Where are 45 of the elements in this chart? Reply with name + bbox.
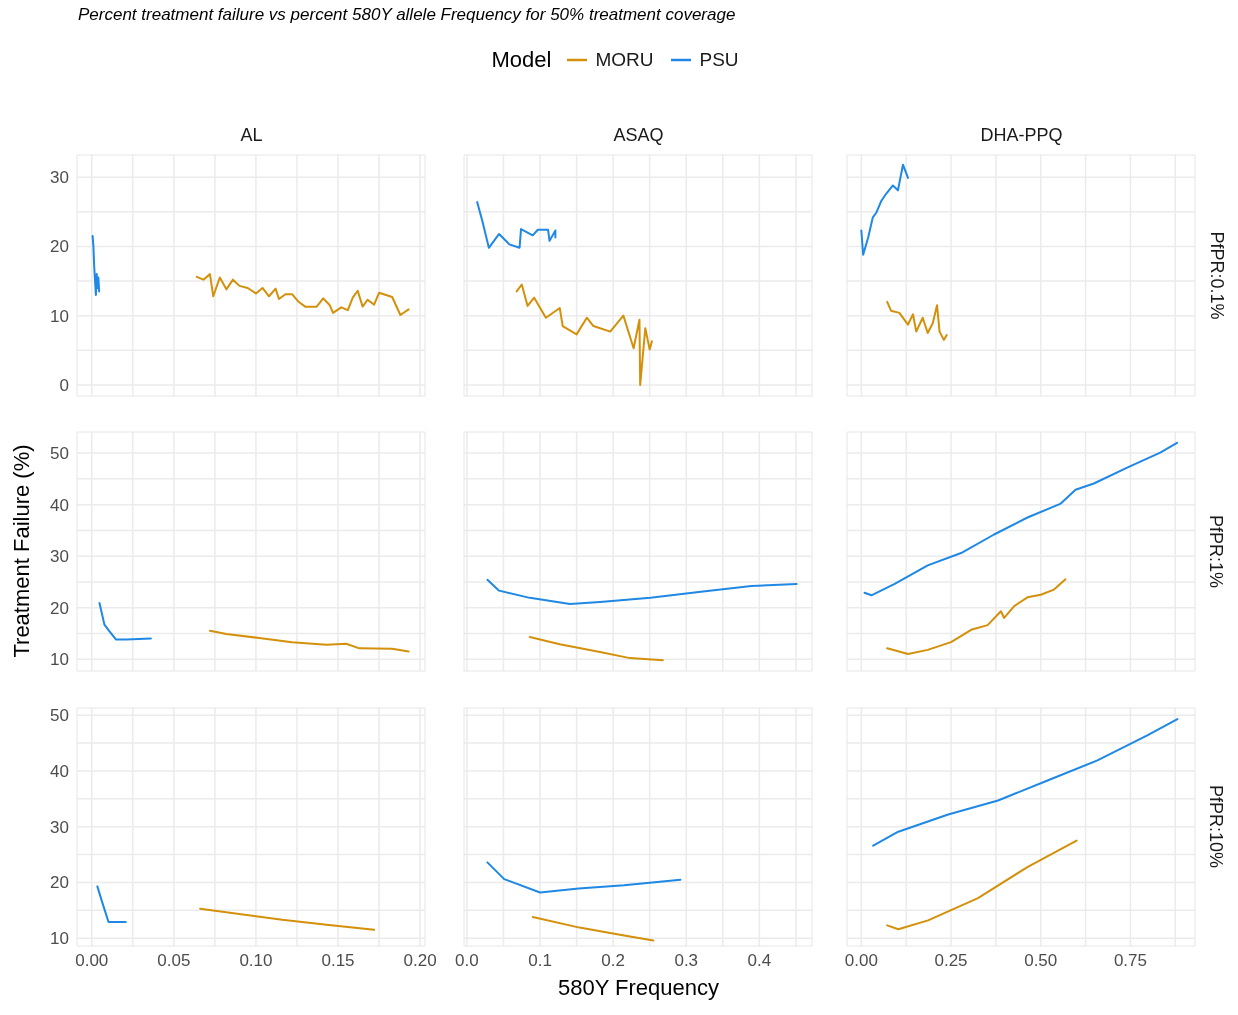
y-tick-label: 30 — [50, 168, 69, 188]
x-tick-label: 0.1 — [528, 951, 552, 971]
legend-label: MORU — [595, 49, 654, 70]
x-axis-title: 580Y Frequency — [557, 975, 720, 1000]
chart-subtitle: Percent treatment failure vs percent 580Y allele Frequency for 50% treatment coverage — [78, 5, 736, 24]
y-tick-label: 40 — [50, 495, 69, 515]
y-tick-label: 40 — [50, 762, 69, 782]
line-series — [195, 273, 410, 316]
legend-label: PSU — [699, 49, 739, 70]
y-tick-label: 20 — [50, 598, 69, 618]
y-tick-label: 20 — [50, 237, 69, 257]
y-tick-label: 10 — [50, 650, 69, 670]
y-tick-label: 10 — [50, 929, 69, 949]
legend-title: Model — [491, 47, 552, 72]
x-tick-label: 0.75 — [1113, 951, 1147, 971]
x-tick-label: 0.20 — [403, 951, 437, 971]
line-series — [91, 235, 101, 296]
x-tick-label: 0.00 — [75, 951, 109, 971]
x-tick-label: 0.00 — [844, 951, 878, 971]
y-tick-label: 50 — [50, 706, 69, 726]
y-axis-title: Treatment Failure (%) — [9, 444, 34, 658]
line-series — [199, 907, 376, 931]
x-tick-label: 0.2 — [601, 951, 625, 971]
x-tick-label: 0.15 — [321, 951, 355, 971]
chart-title: AL — [240, 125, 263, 145]
text: PfPR:0.1% — [1206, 230, 1227, 320]
x-tick-label: 0.05 — [157, 951, 191, 971]
text: PfPR:10% — [1206, 784, 1227, 869]
text: PfPR:1% — [1206, 514, 1227, 588]
y-tick-label: 50 — [50, 444, 69, 464]
line-series — [208, 629, 410, 653]
x-tick-label: 0.4 — [747, 951, 772, 971]
x-tick-label: 0.0 — [455, 951, 479, 971]
x-tick-label: 0.10 — [239, 951, 273, 971]
x-tick-label: 0.25 — [934, 951, 968, 971]
chart-title: DHA-PPQ — [980, 125, 1063, 145]
line-series — [98, 602, 152, 641]
x-tick-label: 0.3 — [674, 951, 699, 971]
chart-title: ASAQ — [613, 125, 664, 145]
y-tick-label: 20 — [50, 873, 69, 893]
y-tick-label: 10 — [50, 306, 69, 326]
y-tick-label: 30 — [50, 547, 69, 567]
y-tick-label: 0 — [59, 375, 69, 395]
y-tick-label: 30 — [50, 817, 69, 837]
x-tick-label: 0.50 — [1024, 951, 1058, 971]
